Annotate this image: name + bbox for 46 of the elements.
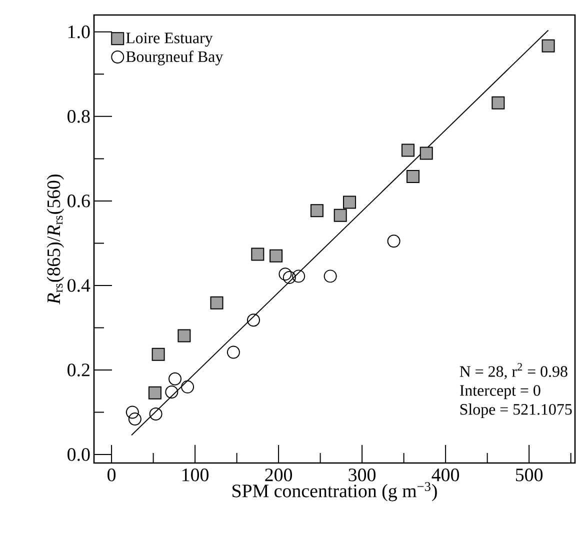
annotation: Intercept = 0	[460, 385, 540, 400]
point	[168, 372, 182, 386]
point	[387, 234, 400, 248]
point	[251, 248, 264, 261]
x-tick-label: 500	[516, 468, 543, 482]
legend-label: Bourgneuf Bay	[126, 50, 224, 66]
y-tick-label: 1.0	[68, 25, 90, 38]
point	[270, 249, 283, 262]
point	[343, 196, 356, 209]
point	[401, 144, 414, 157]
point	[210, 296, 224, 310]
point	[128, 412, 142, 426]
point	[492, 96, 505, 110]
y-axis-title: R$_{rs}$(865)/R$_{rs}$(560)	[46, 174, 64, 304]
point	[406, 170, 420, 183]
point	[178, 329, 191, 342]
point	[542, 39, 555, 52]
point	[282, 270, 296, 284]
y-tick-label: 0.8	[68, 110, 90, 123]
point	[292, 270, 306, 283]
point	[247, 314, 260, 327]
point	[420, 146, 433, 160]
point	[149, 407, 162, 420]
point	[181, 380, 194, 394]
x-tick-label: 300	[348, 468, 376, 482]
y-tick-label: 0.4	[68, 279, 90, 292]
legend-label: Loire Estuary	[126, 32, 213, 47]
point	[310, 204, 324, 218]
point	[334, 208, 347, 222]
x-tick-label: 100	[182, 468, 209, 482]
annotation: Slope = 521.1075	[460, 404, 572, 418]
x-tick-label: 0	[108, 468, 116, 482]
x-tick-label: 400	[432, 468, 460, 482]
point	[148, 386, 162, 400]
point	[226, 346, 240, 359]
x-tick-label: 200	[265, 468, 292, 482]
annotation: N = 28, r$^{2}$ = 0.98	[460, 363, 568, 380]
point	[324, 270, 337, 283]
y-tick-label: 0.6	[68, 194, 90, 208]
y-tick-label: 0.0	[68, 448, 90, 461]
x-axis-title: SPM concentration (g m$^{−3}$)	[232, 482, 437, 502]
point	[165, 385, 178, 398]
point	[126, 406, 139, 419]
point	[152, 348, 165, 361]
point	[278, 268, 292, 281]
y-tick-label: 0.2	[68, 364, 90, 376]
